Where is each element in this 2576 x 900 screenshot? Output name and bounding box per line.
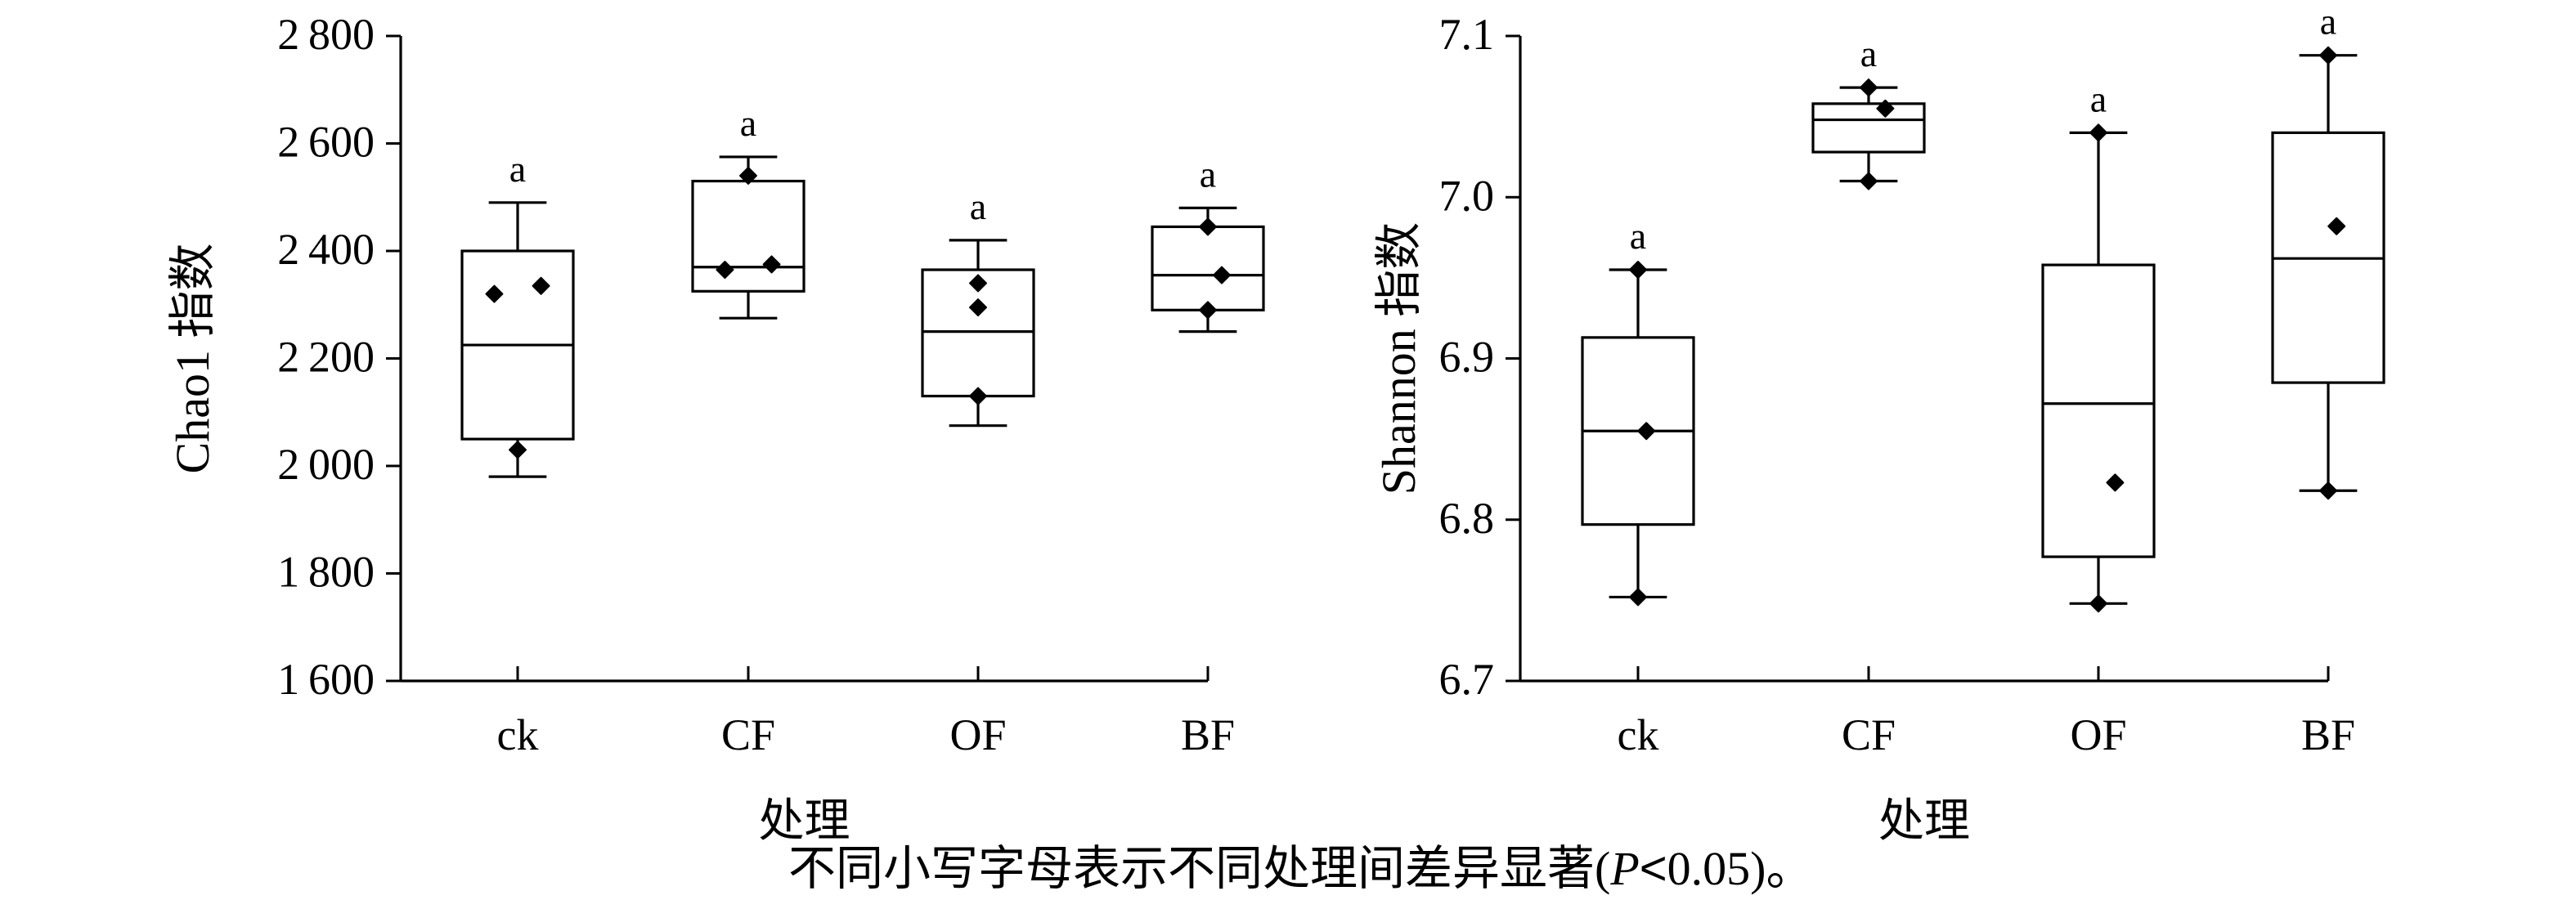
svg-text:2 000: 2 000: [277, 440, 375, 489]
svg-text:BF: BF: [1181, 710, 1235, 759]
svg-text:a: a: [509, 148, 526, 190]
svg-text:ck: ck: [497, 710, 539, 759]
svg-text:6.7: 6.7: [1439, 655, 1495, 704]
svg-text:OF: OF: [949, 710, 1006, 759]
svg-text:a: a: [2320, 1, 2336, 43]
svg-text:7.0: 7.0: [1439, 171, 1495, 220]
svg-text:6.8: 6.8: [1439, 494, 1495, 543]
svg-text:OF: OF: [2070, 710, 2126, 759]
svg-text:1 600: 1 600: [277, 655, 375, 704]
svg-text:不同小写字母表示不同处理间差异显著(P<0.05)。: 不同小写字母表示不同处理间差异显著(P<0.05)。: [788, 842, 1813, 895]
svg-text:a: a: [1200, 153, 1216, 195]
svg-text:7.1: 7.1: [1439, 10, 1495, 59]
svg-text:处理: 处理: [759, 796, 850, 847]
svg-text:ck: ck: [1618, 710, 1659, 759]
svg-text:2 800: 2 800: [277, 10, 375, 59]
svg-text:Shannon 指数: Shannon 指数: [1372, 222, 1425, 495]
svg-text:a: a: [1630, 215, 1646, 257]
svg-text:a: a: [740, 102, 756, 144]
svg-text:2 200: 2 200: [277, 333, 375, 382]
svg-text:处理: 处理: [1878, 796, 1970, 847]
svg-text:2 400: 2 400: [277, 225, 375, 274]
svg-text:Chao1 指数: Chao1 指数: [166, 244, 219, 474]
svg-text:CF: CF: [721, 710, 775, 759]
svg-text:BF: BF: [2301, 710, 2355, 759]
svg-text:CF: CF: [1842, 710, 1896, 759]
svg-text:1 800: 1 800: [277, 548, 375, 597]
svg-text:a: a: [1860, 33, 1877, 74]
svg-text:2 600: 2 600: [277, 118, 375, 167]
svg-text:6.9: 6.9: [1439, 333, 1495, 382]
svg-text:a: a: [970, 186, 986, 227]
svg-text:a: a: [2090, 78, 2107, 119]
